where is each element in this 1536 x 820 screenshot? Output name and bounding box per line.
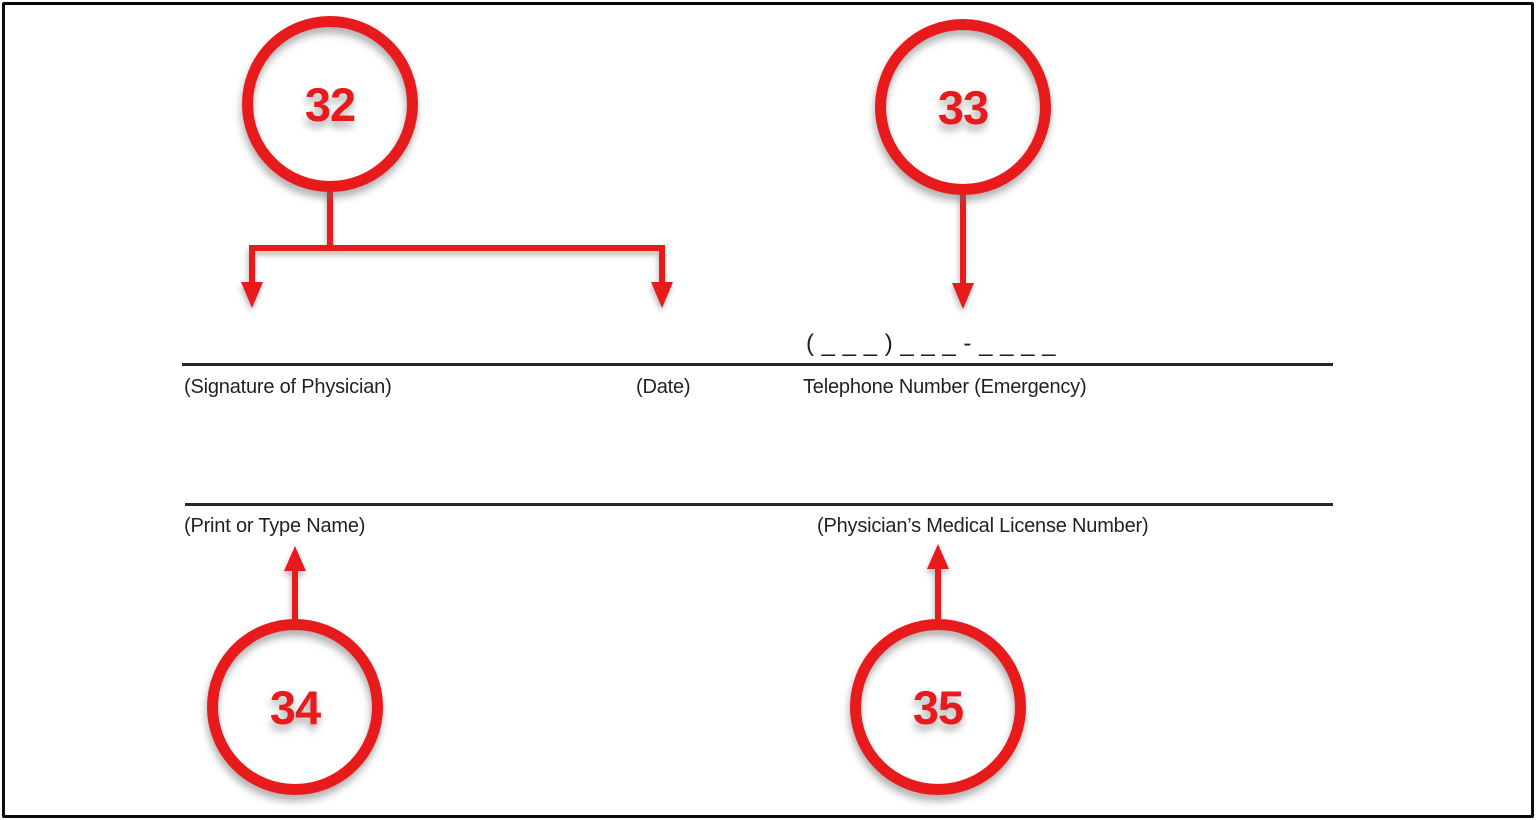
arrow-head-down-icon [952, 283, 974, 309]
print-name-label: (Print or Type Name) [184, 515, 366, 537]
arrow-head-down-icon [651, 282, 673, 308]
signature-label: (Signature of Physician) [184, 376, 392, 398]
callout-circle-34: 34 [207, 619, 383, 795]
callout-34-arrow [284, 546, 306, 626]
phone-number-template[interactable]: ( _ _ _ ) _ _ _ - _ _ _ _ [806, 330, 1056, 357]
arrow-head-down-icon [241, 282, 263, 308]
arrow-head-up-icon [927, 544, 949, 569]
callout-circle-32: 32 [242, 16, 418, 192]
callout-35-arrow [927, 544, 949, 624]
callout-number: 34 [269, 680, 321, 734]
callout-33-arrow [952, 190, 974, 309]
callout-circle-35: 35 [850, 619, 1026, 795]
callout-number: 32 [304, 77, 356, 131]
arrow-head-up-icon [284, 546, 306, 571]
field-line-signature-date-phone[interactable] [182, 363, 1333, 366]
callout-number: 35 [912, 680, 964, 734]
arrow-fork-bar [249, 245, 665, 284]
license-label: (Physician’s Medical License Number) [817, 515, 1149, 537]
field-line-name-license[interactable] [185, 503, 1333, 506]
phone-label: Telephone Number (Emergency) [803, 376, 1087, 398]
callout-circle-33: 33 [875, 19, 1051, 195]
callout-32-arrow [241, 185, 673, 308]
callout-number: 33 [937, 80, 989, 134]
date-label: (Date) [636, 376, 691, 398]
